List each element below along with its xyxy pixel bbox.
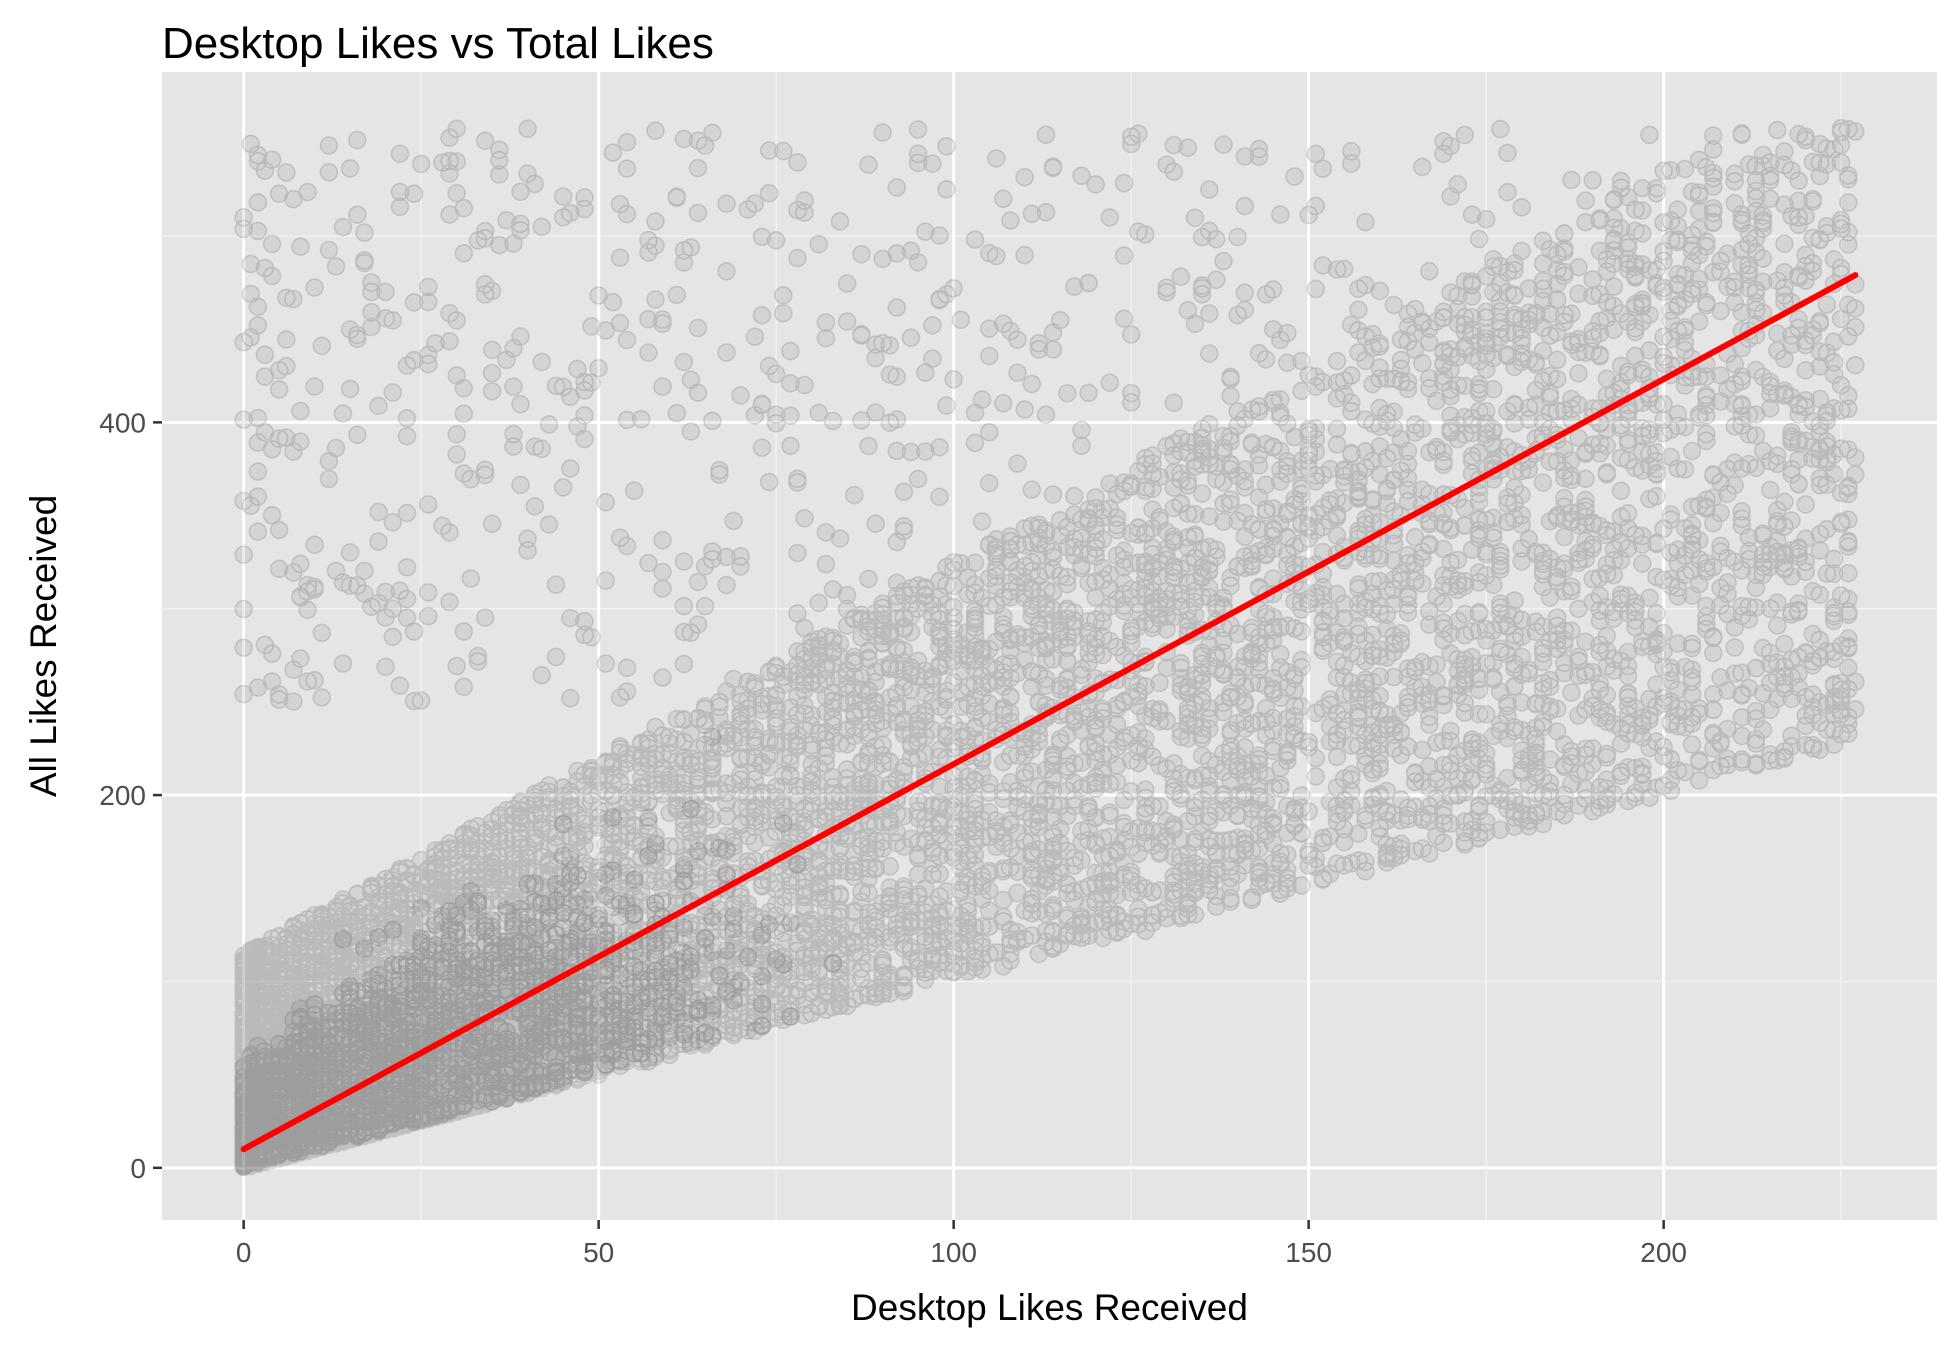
y-tick-label: 400 bbox=[99, 407, 146, 438]
x-axis-title: Desktop Likes Received bbox=[851, 1287, 1248, 1328]
x-tick-label: 200 bbox=[1640, 1237, 1687, 1268]
x-tick-label: 100 bbox=[930, 1237, 977, 1268]
x-tick-label: 0 bbox=[236, 1237, 252, 1268]
y-tick-label: 200 bbox=[99, 780, 146, 811]
x-axis: 0 50 100 150 200 bbox=[236, 1220, 1687, 1268]
y-axis: 0 200 400 bbox=[99, 407, 162, 1183]
chart-title: Desktop Likes vs Total Likes bbox=[162, 19, 714, 68]
y-axis-title: All Likes Received bbox=[23, 495, 64, 797]
x-tick-label: 150 bbox=[1285, 1237, 1332, 1268]
y-tick-label: 0 bbox=[130, 1153, 146, 1184]
x-tick-label: 50 bbox=[583, 1237, 614, 1268]
